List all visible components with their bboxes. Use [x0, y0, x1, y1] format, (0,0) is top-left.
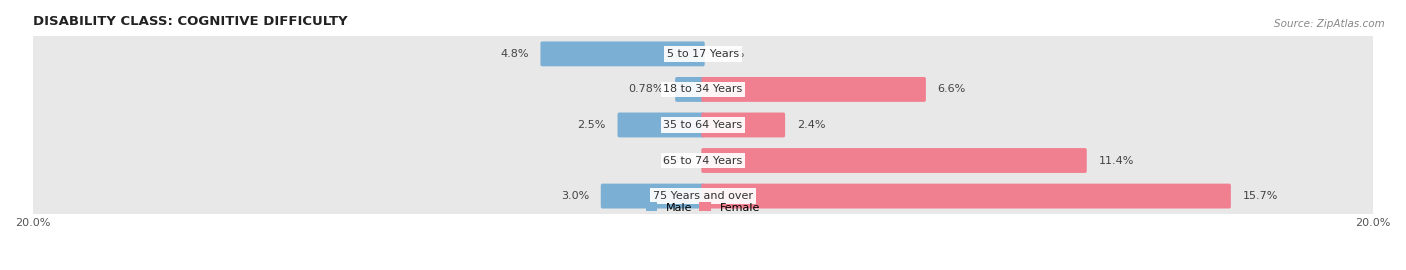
- Text: 4.8%: 4.8%: [501, 49, 529, 59]
- FancyBboxPatch shape: [702, 113, 785, 137]
- FancyBboxPatch shape: [30, 32, 1376, 76]
- FancyBboxPatch shape: [702, 184, 1230, 208]
- FancyBboxPatch shape: [540, 41, 704, 66]
- FancyBboxPatch shape: [702, 148, 1087, 173]
- Text: 35 to 64 Years: 35 to 64 Years: [664, 120, 742, 130]
- Text: 15.7%: 15.7%: [1243, 191, 1278, 201]
- Text: 18 to 34 Years: 18 to 34 Years: [664, 85, 742, 94]
- FancyBboxPatch shape: [675, 77, 704, 102]
- Text: 3.0%: 3.0%: [561, 191, 589, 201]
- Text: 2.5%: 2.5%: [578, 120, 606, 130]
- FancyBboxPatch shape: [702, 77, 927, 102]
- FancyBboxPatch shape: [617, 113, 704, 137]
- Text: 6.6%: 6.6%: [938, 85, 966, 94]
- FancyBboxPatch shape: [30, 174, 1376, 218]
- Text: 65 to 74 Years: 65 to 74 Years: [664, 156, 742, 166]
- Text: 2.4%: 2.4%: [797, 120, 825, 130]
- FancyBboxPatch shape: [30, 139, 1376, 183]
- FancyBboxPatch shape: [600, 184, 704, 208]
- Text: 0.0%: 0.0%: [717, 49, 745, 59]
- Text: DISABILITY CLASS: COGNITIVE DIFFICULTY: DISABILITY CLASS: COGNITIVE DIFFICULTY: [32, 15, 347, 28]
- FancyBboxPatch shape: [30, 103, 1376, 147]
- Text: Source: ZipAtlas.com: Source: ZipAtlas.com: [1274, 19, 1385, 29]
- Text: 75 Years and over: 75 Years and over: [652, 191, 754, 201]
- Legend: Male, Female: Male, Female: [641, 198, 765, 217]
- Text: 11.4%: 11.4%: [1098, 156, 1133, 166]
- Text: 0.78%: 0.78%: [628, 85, 664, 94]
- Text: 5 to 17 Years: 5 to 17 Years: [666, 49, 740, 59]
- FancyBboxPatch shape: [30, 68, 1376, 112]
- Text: 0.0%: 0.0%: [661, 156, 689, 166]
